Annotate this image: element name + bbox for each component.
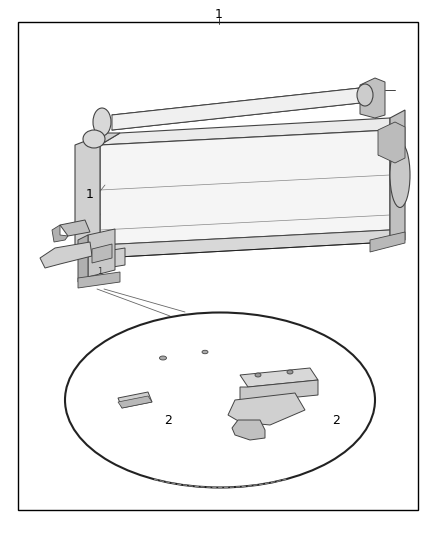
- Ellipse shape: [202, 350, 208, 354]
- Polygon shape: [100, 230, 390, 258]
- Polygon shape: [75, 133, 120, 265]
- Ellipse shape: [93, 108, 111, 136]
- Ellipse shape: [390, 142, 410, 207]
- Polygon shape: [118, 396, 152, 408]
- Polygon shape: [232, 420, 265, 440]
- Polygon shape: [100, 130, 390, 245]
- Ellipse shape: [83, 130, 105, 148]
- Polygon shape: [100, 118, 390, 145]
- Polygon shape: [88, 229, 115, 277]
- Text: 1: 1: [215, 7, 223, 20]
- Ellipse shape: [357, 84, 373, 106]
- Ellipse shape: [255, 373, 261, 377]
- Polygon shape: [360, 78, 385, 118]
- Polygon shape: [370, 232, 405, 252]
- Polygon shape: [112, 88, 360, 130]
- Polygon shape: [378, 122, 405, 163]
- Polygon shape: [52, 225, 68, 242]
- Text: 2: 2: [332, 414, 340, 426]
- Polygon shape: [78, 235, 88, 282]
- Text: 1: 1: [86, 189, 94, 201]
- Polygon shape: [240, 380, 318, 402]
- Polygon shape: [390, 110, 405, 242]
- Ellipse shape: [159, 356, 166, 360]
- Text: 1: 1: [97, 268, 102, 277]
- Polygon shape: [240, 368, 318, 387]
- Polygon shape: [40, 242, 92, 268]
- Text: 2: 2: [164, 414, 172, 426]
- Polygon shape: [88, 252, 115, 268]
- Ellipse shape: [65, 312, 375, 488]
- Ellipse shape: [287, 370, 293, 374]
- Polygon shape: [82, 248, 125, 272]
- Polygon shape: [78, 272, 120, 288]
- Polygon shape: [92, 244, 112, 263]
- Polygon shape: [118, 392, 152, 408]
- Polygon shape: [228, 393, 305, 425]
- Polygon shape: [60, 220, 90, 236]
